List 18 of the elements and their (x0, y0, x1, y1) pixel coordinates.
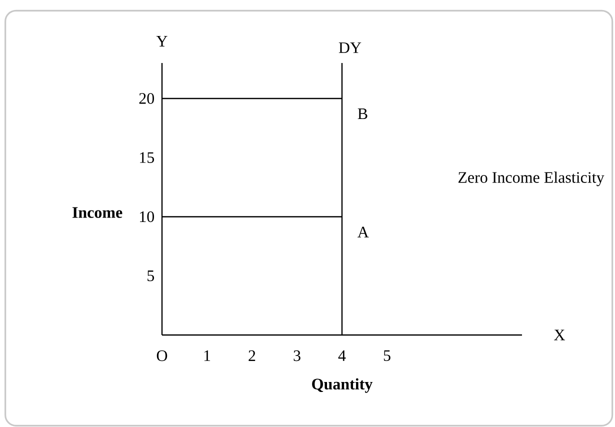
x-axis-title: Quantity (312, 378, 373, 393)
y-tick-label: 5 (148, 270, 154, 282)
annotation: Zero Income Elasticity (458, 172, 604, 186)
text: Y (156, 36, 168, 46)
annotation: A (358, 226, 369, 238)
annotation: B (358, 108, 368, 120)
y-tick-label: 10 (140, 211, 154, 222)
text: X (554, 330, 565, 340)
x-tick-label: O (156, 350, 168, 362)
x-tick-label: 2 (248, 350, 256, 361)
x-tick-label: 1 (204, 350, 210, 361)
x-tick-label: 3 (294, 350, 300, 362)
ref-line-label: DY (338, 42, 362, 53)
x-tick-label: 4 (338, 350, 346, 361)
y-axis-title: Income (72, 207, 122, 218)
x-tick-label: 5 (384, 350, 390, 361)
y-tick-label: 15 (140, 152, 154, 163)
y-tick-label: 20 (139, 93, 154, 104)
